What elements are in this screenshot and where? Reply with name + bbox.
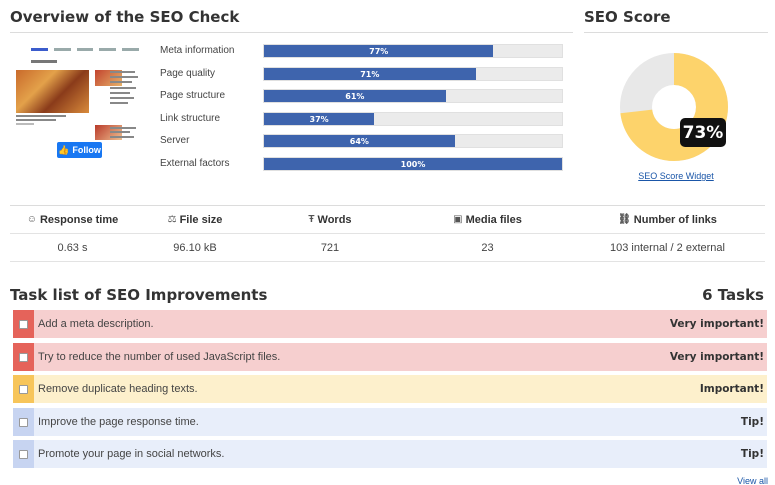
metric-label: Link structure [160, 113, 221, 124]
stats-value-words: 721 [320, 241, 340, 254]
task-checkbox[interactable] [19, 319, 28, 329]
stats-header-links: ⛓ Number of links [618, 213, 717, 226]
task-priority: Important! [699, 383, 764, 395]
stats-value-file-size: 96.10 kB [173, 241, 217, 254]
task-item[interactable]: Add a meta description. Very important! [13, 310, 767, 338]
image-icon: ▣ [453, 214, 463, 225]
stats-value-media-files: 23 [481, 241, 494, 254]
task-checkbox[interactable] [19, 449, 28, 459]
seo-score-value: 73% [680, 118, 726, 147]
thumbnail-brand [31, 60, 57, 63]
task-item[interactable]: Promote your page in social networks. Ti… [13, 440, 767, 468]
stats-header-words: Ŧ Words [308, 213, 352, 226]
facebook-follow-label: Follow [72, 145, 101, 155]
stats-header-media-files: ▣ Media files [453, 213, 522, 226]
metric-label: Meta information [160, 45, 235, 56]
task-text: Promote your page in social networks. [38, 448, 225, 460]
task-item[interactable]: Remove duplicate heading texts. Importan… [13, 375, 767, 403]
metric-label: Server [160, 135, 190, 146]
thumbnail-image [16, 70, 89, 113]
stats-value-row: 0.63 s 96.10 kB 721 23 103 internal / 2 … [10, 234, 765, 262]
metric-bar-fill: 100% [264, 158, 562, 170]
thumbnail-nav [31, 48, 139, 51]
metric-bar-server: 64% [263, 134, 563, 148]
task-text: Add a meta description. [38, 318, 154, 330]
scale-icon: ⚖ [167, 214, 177, 225]
metric-bar-fill: 77% [264, 45, 494, 57]
seo-score-donut [620, 53, 728, 161]
metric-bar-fill: 64% [264, 135, 455, 147]
task-priority: Tip! [740, 448, 764, 460]
metric-bar-fill: 37% [264, 113, 375, 125]
task-text: Try to reduce the number of used JavaScr… [38, 351, 281, 363]
metric-bar-external-factors: 100% [263, 157, 563, 171]
task-list-title: Task list of SEO Improvements [10, 286, 268, 304]
task-count: 6 Tasks [702, 286, 764, 304]
facebook-follow-button[interactable]: 👍 Follow [57, 142, 102, 158]
metric-bar-fill: 71% [264, 68, 476, 80]
task-priority: Tip! [740, 416, 764, 428]
overview-title: Overview of the SEO Check [10, 8, 573, 33]
seo-score-widget-link[interactable]: SEO Score Widget [638, 171, 714, 181]
stats-header-row: ☺ Response time ⚖ File size Ŧ Words ▣ Media … [10, 206, 765, 234]
text-icon: Ŧ [308, 214, 315, 225]
stats-table: ☺ Response time ⚖ File size Ŧ Words ▣ Media … [10, 205, 765, 262]
view-all-link[interactable]: View all [737, 476, 768, 485]
task-text: Improve the page response time. [38, 416, 199, 428]
stats-value-links: 103 internal / 2 external [610, 241, 725, 254]
task-item[interactable]: Try to reduce the number of used JavaScr… [13, 343, 767, 371]
task-text: Remove duplicate heading texts. [38, 383, 198, 395]
stats-header-response-time: ☺ Response time [26, 213, 119, 226]
metric-label: Page structure [160, 90, 226, 101]
smiley-icon: ☺ [26, 214, 37, 225]
website-thumbnail[interactable] [13, 42, 143, 162]
metric-bar-link-structure: 37% [263, 112, 563, 126]
task-priority: Very important! [669, 318, 764, 330]
stats-value-response-time: 0.63 s [57, 241, 88, 254]
task-item[interactable]: Improve the page response time. Tip! [13, 408, 767, 436]
metric-bar-page-structure: 61% [263, 89, 563, 103]
link-icon: ⛓ [618, 214, 631, 225]
task-priority: Very important! [669, 351, 764, 363]
metric-label: Page quality [160, 68, 216, 79]
stats-header-file-size: ⚖ File size [167, 213, 223, 226]
thumbs-up-icon: 👍 [58, 144, 70, 155]
seo-score-title: SEO Score [584, 8, 768, 33]
metric-label: External factors [160, 158, 230, 169]
metric-bar-page-quality: 71% [263, 67, 563, 81]
donut-fill [620, 53, 728, 161]
metric-bar-fill: 61% [264, 90, 446, 102]
task-checkbox[interactable] [19, 352, 28, 362]
metric-bar-meta-information: 77% [263, 44, 563, 58]
task-checkbox[interactable] [19, 417, 28, 427]
task-checkbox[interactable] [19, 384, 28, 394]
